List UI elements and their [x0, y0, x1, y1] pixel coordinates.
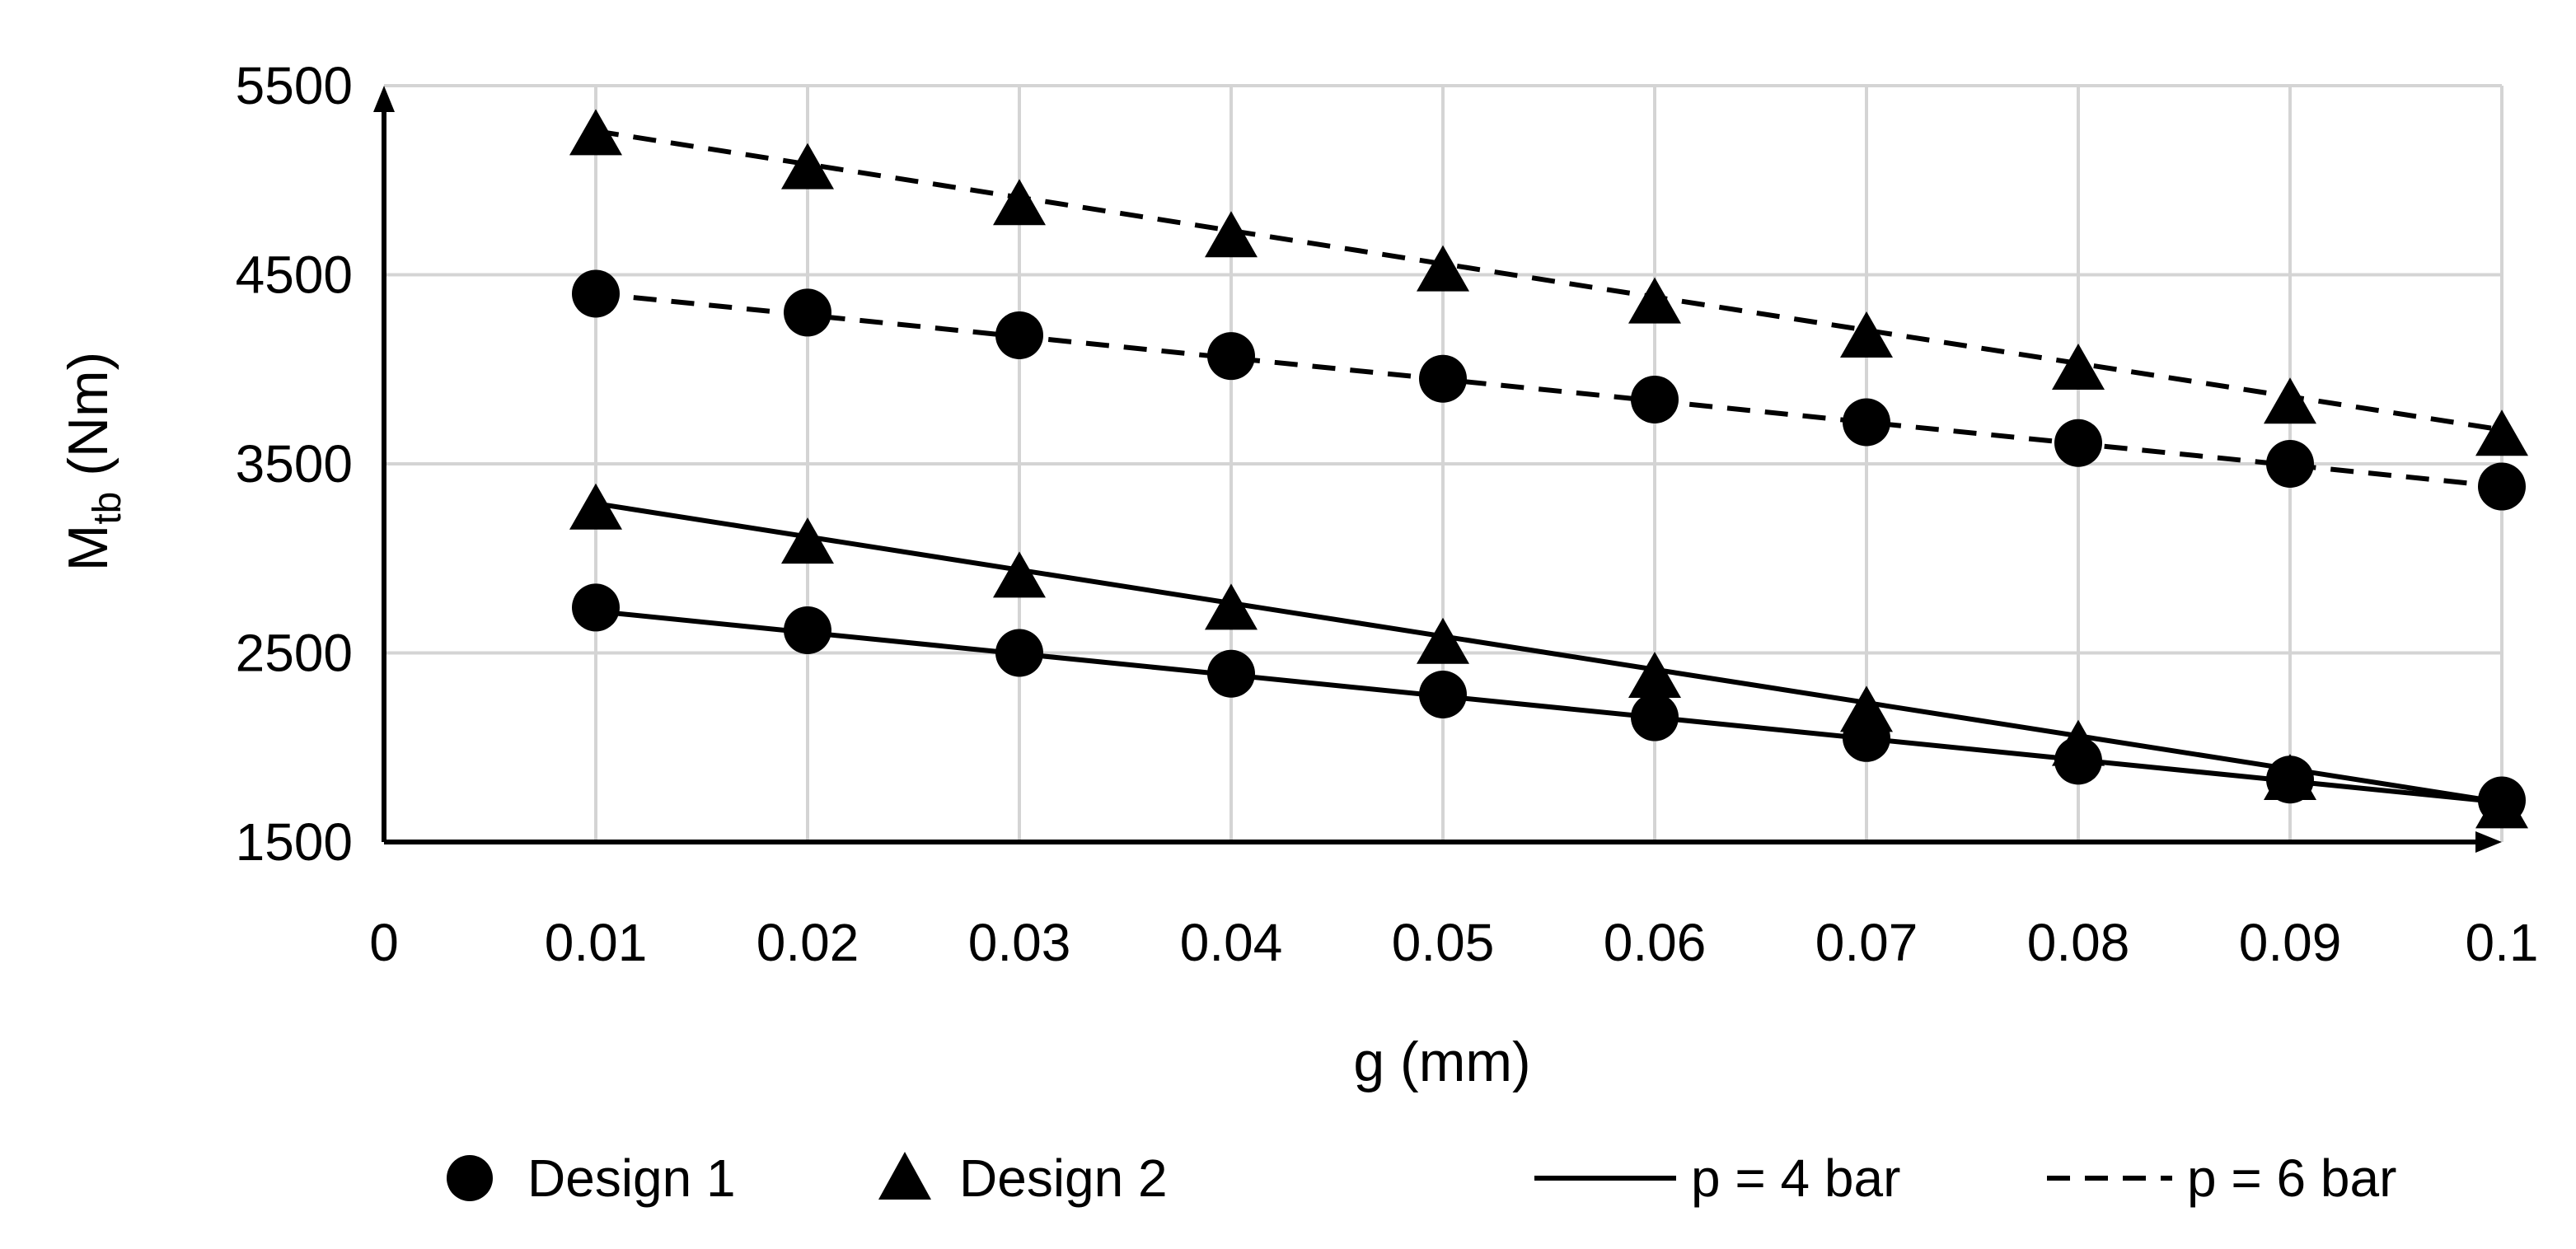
y-axis-title-main: M	[57, 525, 119, 572]
series-markers	[569, 109, 2528, 829]
x-tick-labels: 0 0.01 0.02 0.03 0.04 0.05 0.06 0.07 0.08 0.09 0.1	[369, 913, 2538, 972]
series-line-p4-triangle	[595, 501, 2503, 805]
data-point-triangle	[781, 143, 834, 189]
data-point-triangle	[993, 551, 1046, 598]
y-axis-title-sub: tb	[86, 492, 129, 525]
y-tick-label: 5500	[236, 56, 353, 115]
data-point-triangle	[1840, 311, 1893, 358]
data-point-circle	[572, 269, 620, 318]
x-tick-label: 0.07	[1815, 913, 1918, 972]
data-point-triangle	[1417, 617, 1469, 664]
x-tick-label: 0.02	[756, 913, 859, 972]
x-tick-label: 0	[369, 913, 399, 972]
x-tick-label: 0.03	[968, 913, 1071, 972]
y-tick-label: 3500	[236, 434, 353, 494]
data-point-circle	[2478, 462, 2526, 511]
data-point-circle	[784, 606, 831, 654]
data-point-triangle	[2475, 782, 2528, 829]
data-point-circle	[2266, 440, 2314, 488]
y-axis-title-unit: (Nm)	[57, 352, 119, 492]
y-axis-title: Mtb (Nm)	[57, 352, 129, 572]
data-point-circle	[995, 629, 1043, 677]
data-point-triangle	[2264, 377, 2316, 424]
legend-triangle-marker	[878, 1152, 931, 1200]
data-point-triangle	[2264, 753, 2316, 800]
data-point-circle	[1207, 332, 1255, 381]
data-point-circle	[995, 311, 1043, 359]
data-point-triangle	[1205, 211, 1258, 258]
data-point-triangle	[1628, 277, 1681, 324]
y-tick-label: 4500	[236, 246, 353, 305]
data-point-triangle	[2052, 719, 2105, 766]
data-point-triangle	[1840, 685, 1893, 732]
data-point-triangle	[1205, 583, 1258, 630]
data-point-triangle	[993, 179, 1046, 226]
data-point-triangle	[569, 483, 622, 530]
data-point-circle	[2054, 419, 2102, 467]
data-point-circle	[1631, 693, 1679, 741]
data-point-circle	[1631, 375, 1679, 423]
data-point-triangle	[2475, 409, 2528, 456]
legend-label-design-1: Design 1	[527, 1148, 736, 1208]
data-point-triangle	[1417, 245, 1469, 292]
series-lines	[595, 129, 2503, 805]
legend-circle-marker	[447, 1155, 493, 1201]
data-point-circle	[1843, 398, 1890, 447]
y-tick-label: 2500	[236, 624, 353, 683]
data-point-triangle	[781, 517, 834, 564]
x-tick-label: 0.1	[2466, 913, 2539, 972]
data-point-triangle	[2052, 343, 2105, 390]
x-tick-label: 0.04	[1180, 913, 1283, 972]
x-tick-label: 0.09	[2239, 913, 2342, 972]
legend-label-p4: p = 4 bar	[1691, 1148, 1900, 1208]
x-tick-label: 0.06	[1604, 913, 1707, 972]
series-line-p6-triangle	[595, 129, 2503, 433]
legend-label-p6: p = 6 bar	[2187, 1148, 2396, 1208]
legend-label-design-2: Design 2	[959, 1148, 1168, 1208]
legend: Design 1 Design 2 p = 4 bar p = 6 bar	[447, 1148, 2396, 1208]
series-line-p4-circle	[595, 609, 2503, 805]
data-point-circle	[572, 583, 620, 632]
x-tick-label: 0.05	[1392, 913, 1495, 972]
data-point-circle	[1419, 354, 1467, 403]
y-tick-label: 1500	[236, 812, 353, 872]
y-axis-arrow	[373, 86, 395, 112]
data-point-circle	[1207, 649, 1255, 698]
y-tick-labels: 1500 2500 3500 4500 5500	[236, 56, 353, 872]
data-point-triangle	[569, 109, 622, 156]
series-line-p6-circle	[595, 291, 2503, 489]
data-point-triangle	[1628, 652, 1681, 699]
x-tick-label: 0.08	[2027, 913, 2130, 972]
data-point-circle	[1419, 670, 1467, 718]
x-axis-arrow	[2475, 831, 2502, 853]
x-tick-label: 0.01	[545, 913, 648, 972]
x-axis-title: g (mm)	[1353, 1031, 1530, 1093]
data-point-circle	[784, 288, 831, 337]
